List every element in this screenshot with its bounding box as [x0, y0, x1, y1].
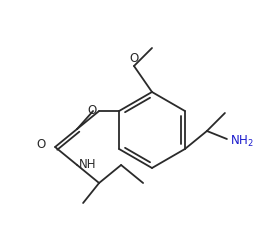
Text: O: O [129, 52, 139, 65]
Text: O: O [36, 138, 46, 152]
Text: NH: NH [79, 158, 97, 172]
Text: NH$_2$: NH$_2$ [230, 133, 254, 149]
Text: O: O [88, 104, 97, 118]
